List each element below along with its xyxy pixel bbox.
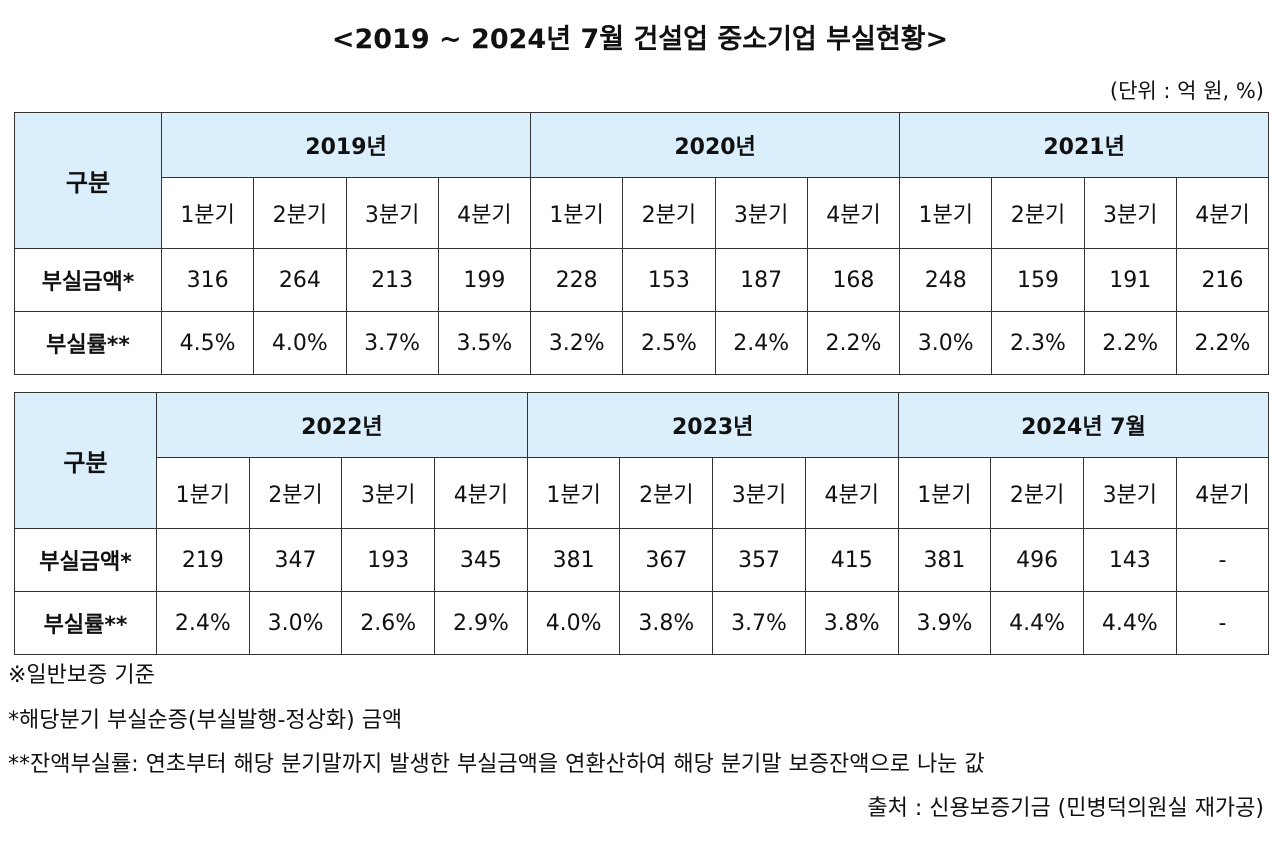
note-basis: ※일반보증 기준 xyxy=(8,663,155,688)
rate-cell: 2.2% xyxy=(806,311,901,375)
table-row: 부실률** 4.5% 4.0% 3.7% 3.5% 3.2% 2.5% 2.4%… xyxy=(14,311,1270,375)
amount-cell: 187 xyxy=(714,248,808,312)
table-row: 부실금액* 219 347 193 345 381 367 357 415 38… xyxy=(14,528,1270,592)
amount-cell: 228 xyxy=(530,248,624,312)
default-table-2019-2021: 구분 2019년 2020년 2021년 1분기 2분기 3분기 4분기 1분기… xyxy=(14,112,1270,375)
quarter-header: 1분기 xyxy=(897,457,992,529)
rate-cell: 4.0% xyxy=(526,591,621,655)
quarter-header: 1분기 xyxy=(899,177,993,249)
page-title: <2019 ~ 2024년 7월 건설업 중소기업 부실현황> xyxy=(331,24,949,55)
amount-cell: 316 xyxy=(160,248,255,312)
row-label: 부실금액* xyxy=(14,528,157,592)
amount-cell: 345 xyxy=(434,528,528,592)
quarter-header: 2분기 xyxy=(253,177,347,249)
quarter-header: 1분기 xyxy=(160,177,255,249)
rate-cell: 3.5% xyxy=(437,311,532,375)
quarter-header: 2분기 xyxy=(248,457,343,529)
table-row: 부실금액* 316 264 213 199 228 153 187 168 24… xyxy=(14,248,1270,312)
rate-cell: 2.9% xyxy=(434,591,528,655)
quarter-header: 2분기 xyxy=(619,457,714,529)
quarter-header: 3분기 xyxy=(1082,457,1177,529)
quarter-header: 2분기 xyxy=(990,457,1084,529)
rate-cell: 2.6% xyxy=(341,591,436,655)
rate-cell: 2.4% xyxy=(714,311,808,375)
rate-cell: 4.4% xyxy=(990,591,1084,655)
quarter-header: 3분기 xyxy=(714,177,808,249)
row-label: 부실금액* xyxy=(14,248,162,312)
quarter-header: 3분기 xyxy=(1083,177,1177,249)
amount-cell: 367 xyxy=(619,528,714,592)
unit-label: (단위 : 억 원, %) xyxy=(1109,79,1264,103)
rate-cell: 2.5% xyxy=(622,311,716,375)
quarter-header: 4분기 xyxy=(1175,177,1270,249)
amount-cell: 213 xyxy=(345,248,439,312)
year-header: 2023년 xyxy=(526,392,899,458)
amount-cell: 216 xyxy=(1175,248,1270,312)
rate-cell: 2.2% xyxy=(1083,311,1177,375)
amount-cell: 347 xyxy=(248,528,343,592)
row-label: 부실률** xyxy=(14,311,162,375)
row-header-cell: 구분 xyxy=(14,392,157,529)
amount-cell: 381 xyxy=(897,528,992,592)
year-header: 2021년 xyxy=(899,112,1270,178)
note-amount-definition: *해당분기 부실순증(부실발행-정상화) 금액 xyxy=(8,708,403,733)
year-header: 2020년 xyxy=(530,112,901,178)
amount-cell: 168 xyxy=(806,248,901,312)
rate-cell: 3.8% xyxy=(619,591,714,655)
quarter-header: 3분기 xyxy=(712,457,806,529)
amount-cell: 496 xyxy=(990,528,1084,592)
quarter-header: 3분기 xyxy=(341,457,436,529)
rate-cell: 3.0% xyxy=(248,591,343,655)
amount-cell: 153 xyxy=(622,248,716,312)
rate-cell: 3.9% xyxy=(897,591,992,655)
amount-cell: 191 xyxy=(1083,248,1177,312)
rate-cell: 3.7% xyxy=(345,311,439,375)
row-label: 부실률** xyxy=(14,591,157,655)
quarter-header: 4분기 xyxy=(806,177,901,249)
rate-cell: 3.2% xyxy=(530,311,624,375)
rate-cell: 4.0% xyxy=(253,311,347,375)
amount-cell: 415 xyxy=(804,528,899,592)
rate-cell: 3.7% xyxy=(712,591,806,655)
quarter-header: 4분기 xyxy=(437,177,532,249)
year-header: 2019년 xyxy=(160,112,532,178)
quarter-header: 4분기 xyxy=(434,457,528,529)
amount-cell: 248 xyxy=(899,248,993,312)
rate-cell: 2.2% xyxy=(1175,311,1270,375)
rate-cell: 3.8% xyxy=(804,591,899,655)
rate-cell: 4.4% xyxy=(1082,591,1177,655)
amount-cell: 199 xyxy=(437,248,532,312)
year-header: 2024년 7월 xyxy=(897,392,1270,458)
quarter-header: 3분기 xyxy=(345,177,439,249)
amount-cell: 193 xyxy=(341,528,436,592)
quarter-header: 1분기 xyxy=(526,457,621,529)
note-rate-definition: **잔액부실률: 연초부터 해당 분기말까지 발생한 부실금액을 연환산하여 해… xyxy=(8,752,985,777)
amount-cell: 143 xyxy=(1082,528,1177,592)
row-header-cell: 구분 xyxy=(14,112,162,249)
quarter-header: 1분기 xyxy=(156,457,250,529)
amount-cell: 264 xyxy=(253,248,347,312)
quarter-header: 2분기 xyxy=(991,177,1085,249)
rate-cell: 2.3% xyxy=(991,311,1085,375)
default-table-2022-2024: 구분 2022년 2023년 2024년 7월 1분기 2분기 3분기 4분기 … xyxy=(14,392,1270,655)
quarter-header: 4분기 xyxy=(804,457,899,529)
amount-cell: 357 xyxy=(712,528,806,592)
quarter-header: 1분기 xyxy=(530,177,624,249)
quarter-header: 2분기 xyxy=(622,177,716,249)
amount-cell: - xyxy=(1175,528,1270,592)
quarter-header: 4분기 xyxy=(1175,457,1270,529)
rate-cell: 2.4% xyxy=(156,591,250,655)
rate-cell: - xyxy=(1175,591,1270,655)
amount-cell: 219 xyxy=(156,528,250,592)
year-header: 2022년 xyxy=(156,392,528,458)
table-row: 부실률** 2.4% 3.0% 2.6% 2.9% 4.0% 3.8% 3.7%… xyxy=(14,591,1270,655)
amount-cell: 381 xyxy=(526,528,621,592)
rate-cell: 3.0% xyxy=(899,311,993,375)
source-label: 출처 : 신용보증기금 (민병덕의원실 재가공) xyxy=(867,796,1264,821)
amount-cell: 159 xyxy=(991,248,1085,312)
rate-cell: 4.5% xyxy=(160,311,255,375)
